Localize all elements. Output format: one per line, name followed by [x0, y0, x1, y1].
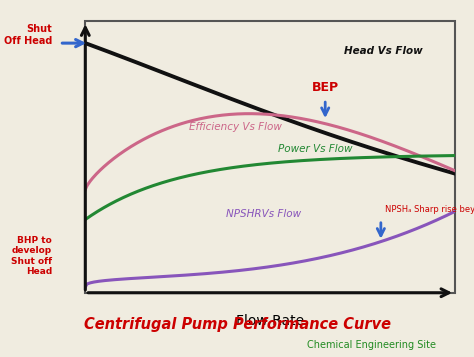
Text: Chemical Engineering Site: Chemical Engineering Site	[307, 340, 436, 350]
Text: Centrifugal Pump Performance Curve: Centrifugal Pump Performance Curve	[83, 317, 391, 332]
Text: BEP: BEP	[311, 81, 339, 94]
Text: BHP to
develop
Shut off
Head: BHP to develop Shut off Head	[11, 236, 52, 276]
Text: Power Vs Flow: Power Vs Flow	[278, 144, 352, 154]
Text: Head Vs Flow: Head Vs Flow	[344, 46, 423, 56]
Text: Flow Rate: Flow Rate	[236, 315, 304, 328]
Text: NPSHₐ Sharp rise beyond BEP: NPSHₐ Sharp rise beyond BEP	[384, 206, 474, 215]
Text: Efficiency Vs Flow: Efficiency Vs Flow	[189, 122, 282, 132]
Text: NPSHRVs Flow: NPSHRVs Flow	[226, 209, 301, 219]
Text: Shut
Off Head: Shut Off Head	[4, 24, 52, 46]
